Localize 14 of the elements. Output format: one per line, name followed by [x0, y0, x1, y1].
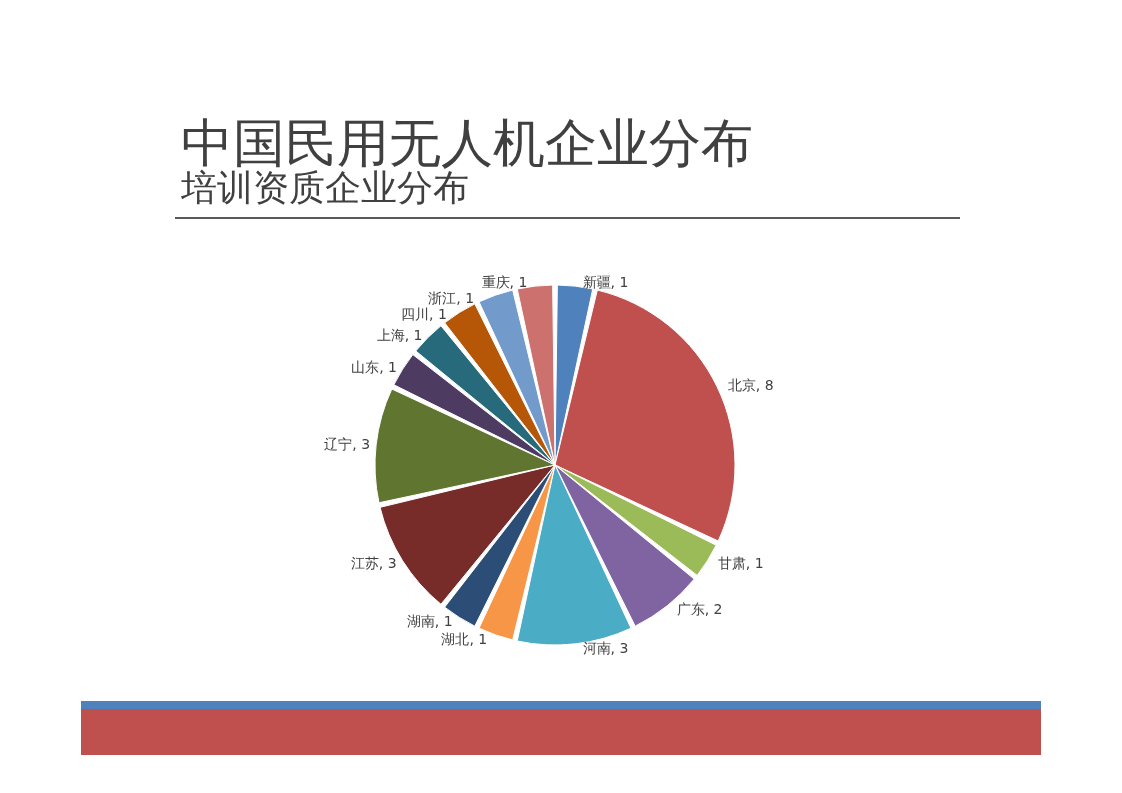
- slice-label: 上海, 1: [376, 326, 423, 343]
- slice-label: 湖北, 1: [441, 630, 488, 647]
- slice-label: 辽宁, 3: [324, 436, 371, 453]
- slice-label: 江苏, 3: [350, 554, 397, 571]
- slice-label: 重庆, 1: [481, 274, 528, 291]
- slice-label: 新疆, 1: [582, 274, 629, 291]
- slice-label: 甘肃, 1: [717, 554, 764, 571]
- slice-label: 河南, 3: [582, 639, 629, 656]
- slice-label: 广东, 2: [676, 600, 723, 617]
- slice-label: 山东, 1: [351, 359, 397, 376]
- slice-label: 浙江, 1: [428, 290, 475, 307]
- slice-label: 湖南, 1: [406, 612, 453, 629]
- slice-label: 四川, 1: [401, 306, 447, 323]
- slice-label: 北京, 8: [727, 377, 774, 394]
